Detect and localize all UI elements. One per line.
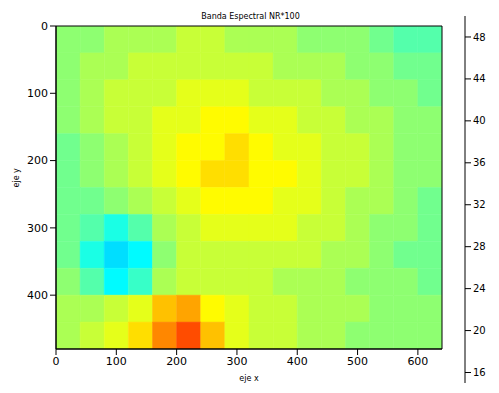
svg-text:20: 20 xyxy=(473,325,486,336)
svg-text:24: 24 xyxy=(473,283,486,294)
svg-text:16: 16 xyxy=(473,367,486,378)
svg-text:200: 200 xyxy=(166,355,187,368)
svg-text:32: 32 xyxy=(473,199,486,210)
html-text:Banda Espectral NR*100: Banda Espectral NR*100 xyxy=(201,12,300,21)
svg-text:300: 300 xyxy=(27,222,48,235)
svg-text:300: 300 xyxy=(226,355,247,368)
svg-text:28: 28 xyxy=(473,241,486,252)
svg-text:600: 600 xyxy=(407,355,428,368)
svg-text:40: 40 xyxy=(473,115,486,126)
svg-text:eje x: eje x xyxy=(239,374,259,383)
svg-text:500: 500 xyxy=(347,355,368,368)
svg-text:200: 200 xyxy=(27,154,48,167)
svg-text:400: 400 xyxy=(27,289,48,302)
svg-text:100: 100 xyxy=(106,355,127,368)
svg-text:0: 0 xyxy=(53,355,60,368)
svg-text:36: 36 xyxy=(473,157,486,168)
svg-text:100: 100 xyxy=(27,87,48,100)
svg-text:44: 44 xyxy=(473,73,486,84)
svg-text:48: 48 xyxy=(473,32,486,43)
svg-text:0: 0 xyxy=(41,20,48,33)
svg-text:eje y: eje y xyxy=(12,168,21,188)
svg-text:400: 400 xyxy=(287,355,308,368)
